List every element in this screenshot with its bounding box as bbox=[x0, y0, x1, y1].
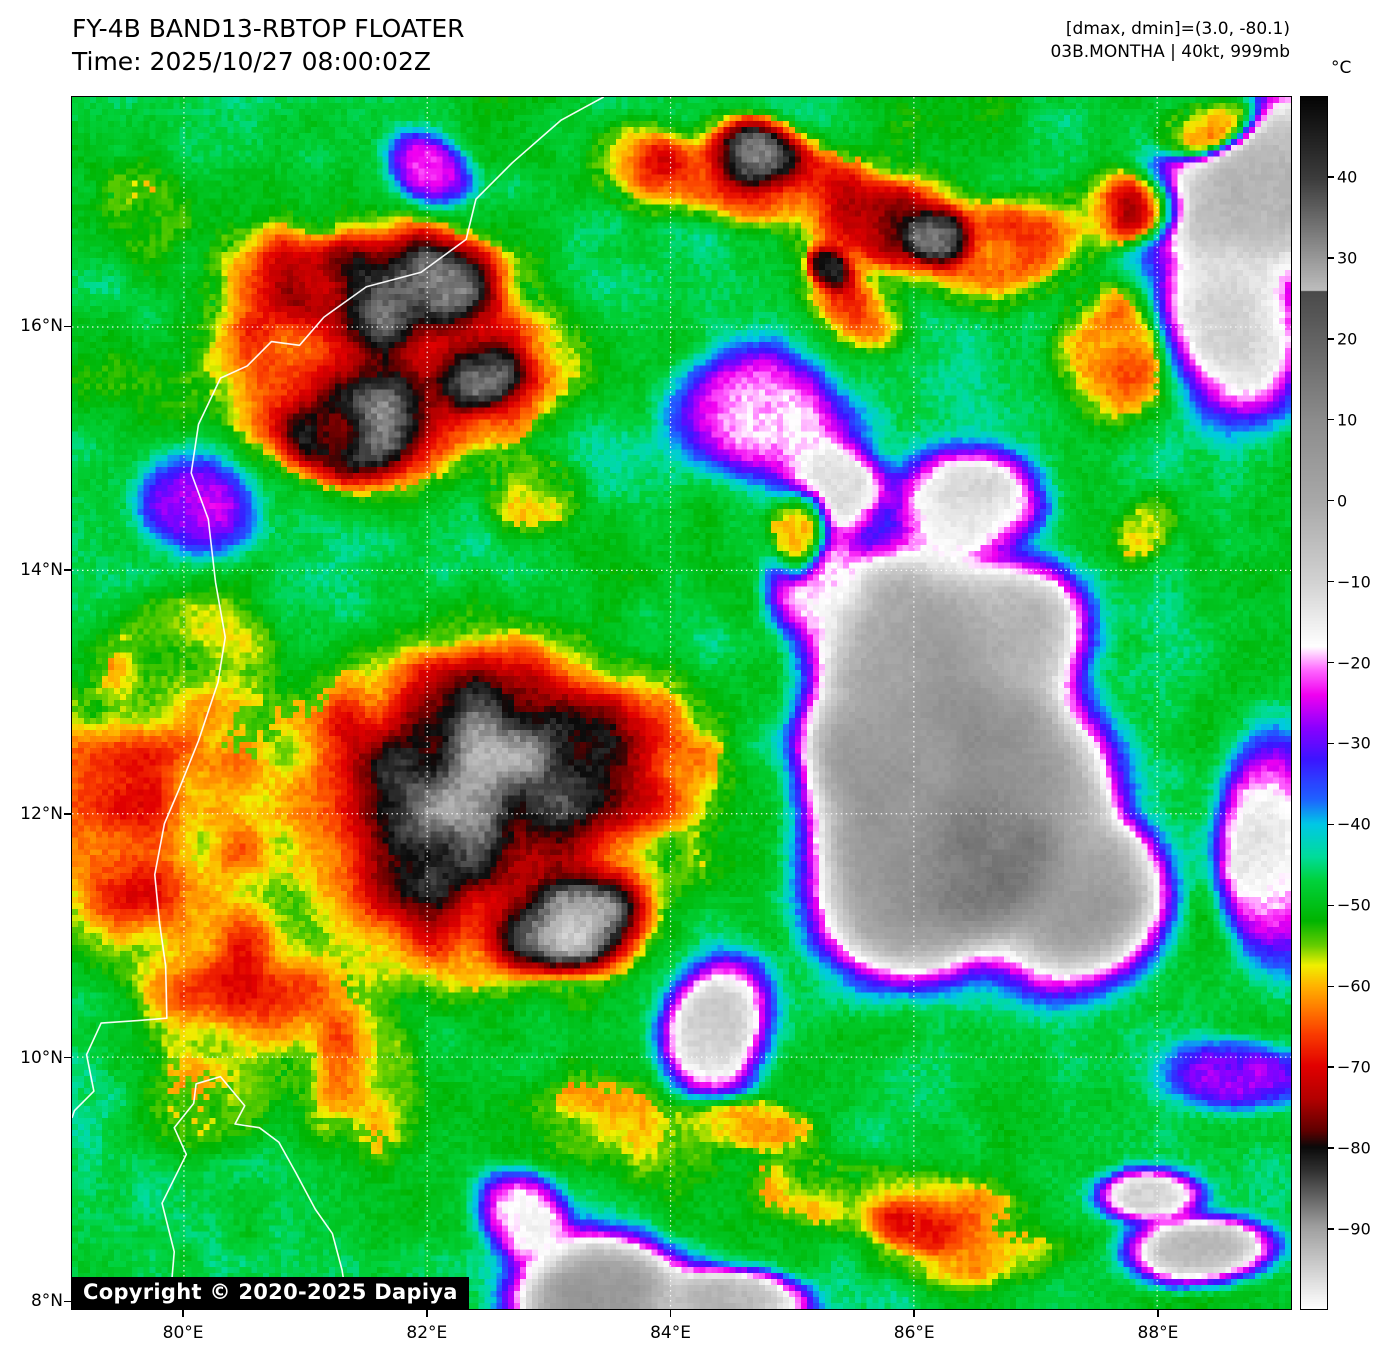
colorbar-tick-label: 30 bbox=[1337, 248, 1358, 268]
lat-axis-tick bbox=[64, 325, 71, 328]
lat-axis-tick bbox=[64, 1300, 71, 1303]
copyright-badge: Copyright © 2020-2025 Dapiya bbox=[72, 1277, 469, 1309]
colorbar-tick bbox=[1328, 499, 1334, 502]
lon-axis-label: 84°E bbox=[650, 1323, 691, 1343]
storm-info: 03B.MONTHA | 40kt, 999mb bbox=[1050, 42, 1290, 62]
colorbar-tick bbox=[1328, 257, 1334, 259]
colorbar-tick-label: −40 bbox=[1337, 814, 1371, 834]
colorbar-tick bbox=[1328, 661, 1334, 664]
colorbar-tick bbox=[1328, 1228, 1334, 1230]
lon-axis-label: 88°E bbox=[1137, 1323, 1179, 1343]
colorbar-tick bbox=[1328, 338, 1334, 340]
colorbar-tick-label: −60 bbox=[1337, 976, 1371, 996]
colorbar-tick-label: −10 bbox=[1337, 572, 1371, 592]
lat-axis-label: 14°N bbox=[20, 560, 63, 581]
colorbar-tick bbox=[1328, 580, 1334, 583]
colorbar bbox=[1300, 96, 1328, 1310]
lat-axis-tick bbox=[64, 813, 71, 815]
lon-axis-tick bbox=[913, 1310, 915, 1317]
colorbar-tick bbox=[1328, 985, 1334, 988]
colorbar-tick-label: −50 bbox=[1337, 895, 1371, 915]
colorbar-tick-label: −20 bbox=[1337, 653, 1371, 673]
lat-axis-label: 8°N bbox=[30, 1291, 63, 1312]
colorbar-tick-label: −30 bbox=[1337, 733, 1371, 753]
dmax-dmin-readout: [dmax, dmin]=(3.0, -80.1) bbox=[1065, 19, 1290, 39]
colorbar-tick bbox=[1328, 904, 1334, 907]
satellite-map: Copyright © 2020-2025 Dapiya bbox=[71, 96, 1292, 1310]
colorbar-tick bbox=[1328, 1147, 1334, 1149]
colorbar-unit-label: °C bbox=[1331, 58, 1352, 78]
lat-axis-tick bbox=[64, 1056, 71, 1059]
colorbar-tick-label: 40 bbox=[1337, 167, 1358, 187]
colorbar-tick-label: −70 bbox=[1337, 1057, 1371, 1077]
colorbar-tick-label: 0 bbox=[1337, 491, 1348, 511]
satellite-image-canvas bbox=[72, 97, 1291, 1309]
colorbar-tick bbox=[1328, 176, 1334, 178]
lon-axis-label: 80°E bbox=[162, 1323, 204, 1343]
lat-axis-label: 12°N bbox=[20, 803, 63, 824]
lon-axis-tick bbox=[182, 1310, 184, 1317]
lon-axis-label: 86°E bbox=[893, 1323, 935, 1343]
header-titles: FY-4B BAND13-RBTOP FLOATER Time: 2025/10… bbox=[72, 12, 465, 78]
colorbar-tick-label: −80 bbox=[1337, 1138, 1371, 1158]
product-title: FY-4B BAND13-RBTOP FLOATER bbox=[72, 14, 465, 43]
colorbar-tick bbox=[1328, 823, 1334, 826]
colorbar-tick bbox=[1328, 742, 1334, 745]
lon-axis-label: 82°E bbox=[406, 1323, 448, 1343]
colorbar-tick-label: −90 bbox=[1337, 1219, 1371, 1239]
lon-axis-tick bbox=[1157, 1310, 1159, 1317]
colorbar-canvas bbox=[1301, 97, 1327, 1309]
lat-axis-label: 16°N bbox=[20, 316, 63, 337]
lat-axis-label: 10°N bbox=[20, 1047, 63, 1068]
lon-axis-tick bbox=[426, 1310, 428, 1317]
colorbar-tick bbox=[1328, 418, 1334, 421]
header-info: [dmax, dmin]=(3.0, -80.1) 03B.MONTHA | 4… bbox=[1050, 18, 1290, 64]
lat-axis-tick bbox=[64, 569, 71, 571]
colorbar-tick bbox=[1328, 1066, 1334, 1068]
timestamp: Time: 2025/10/27 08:00:02Z bbox=[72, 47, 431, 76]
colorbar-tick-label: 20 bbox=[1337, 329, 1358, 349]
lon-axis-tick bbox=[669, 1310, 672, 1317]
colorbar-tick-label: 10 bbox=[1337, 410, 1358, 430]
